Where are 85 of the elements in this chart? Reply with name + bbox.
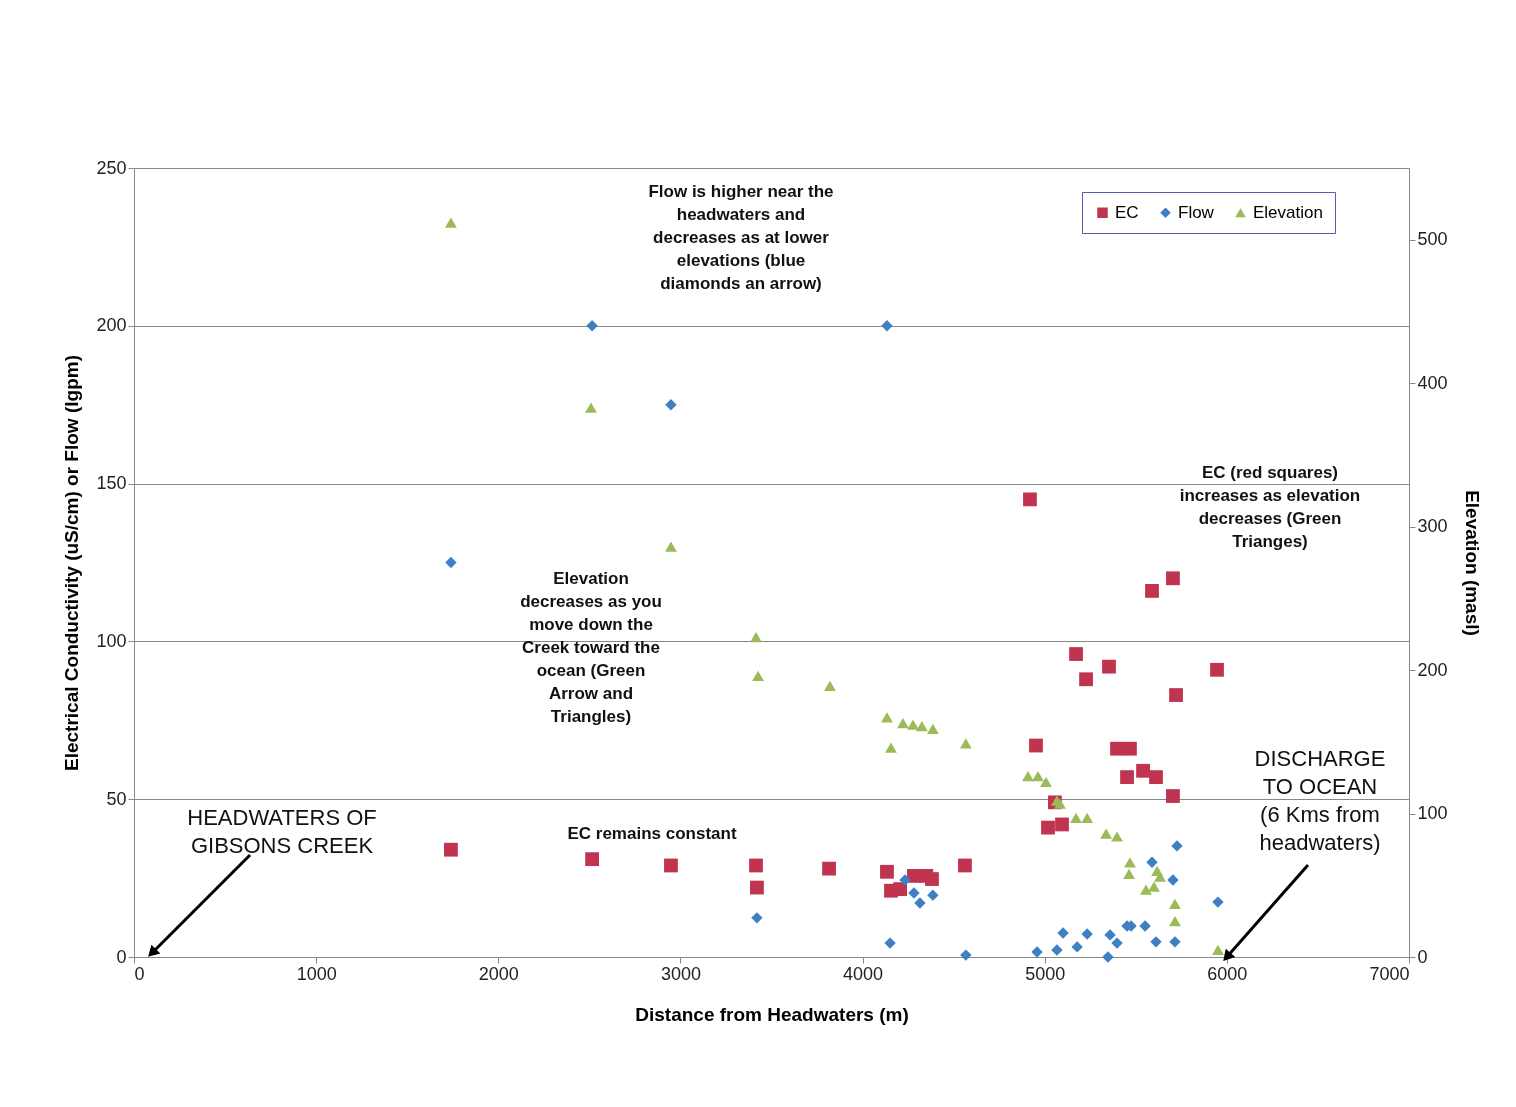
- point: [1102, 659, 1116, 674]
- point: [586, 320, 598, 332]
- x-tick-label: 7000: [1369, 963, 1410, 984]
- point: [751, 912, 763, 924]
- point: [1051, 944, 1063, 956]
- point: [1210, 662, 1224, 677]
- point: [1169, 936, 1181, 948]
- point: [1136, 763, 1150, 778]
- point: [1169, 688, 1183, 702]
- point: [1023, 492, 1037, 507]
- point: [1150, 936, 1162, 948]
- point: [1123, 741, 1137, 756]
- y2-tick-label: 300: [1417, 516, 1448, 537]
- annotation: EC remains constant: [567, 824, 737, 843]
- point: [445, 556, 457, 569]
- x-tick-label: 5000: [1025, 963, 1066, 984]
- point: [1167, 874, 1179, 886]
- point: [884, 937, 896, 949]
- point: [899, 874, 911, 886]
- legend-label: EC: [1115, 202, 1139, 222]
- y2-tick-label: 400: [1417, 372, 1448, 393]
- legend-label: Elevation: [1253, 202, 1323, 222]
- point: [927, 889, 939, 901]
- x-tick-label: 2000: [478, 963, 519, 984]
- point: [1146, 856, 1158, 869]
- point: [750, 880, 764, 895]
- point: [958, 858, 972, 873]
- y2-tick-label: 0: [1417, 946, 1428, 967]
- point: [1071, 941, 1083, 953]
- point: [1031, 946, 1043, 958]
- point: [1139, 920, 1151, 932]
- x-axis-title: Distance from Headwaters (m): [635, 1003, 909, 1025]
- point: [664, 858, 678, 873]
- x-tick-label: 3000: [660, 963, 701, 984]
- y2-axis-title: Elevation (masl): [1461, 490, 1483, 636]
- point: [1120, 770, 1134, 784]
- point: [444, 842, 458, 857]
- y-tick-label: 50: [106, 788, 127, 809]
- point: [1104, 929, 1116, 941]
- x-tick-label: 1000: [296, 963, 337, 984]
- point: [893, 882, 907, 897]
- point: [1212, 896, 1224, 908]
- point: [1171, 840, 1183, 852]
- x-tick-label: 4000: [843, 963, 884, 984]
- annotation: DISCHARGE TO OCEAN (6 Kms from headwaters): [1254, 746, 1386, 855]
- y-tick-label: 100: [96, 630, 127, 651]
- point: [665, 399, 677, 411]
- point: [1041, 820, 1055, 835]
- point: [914, 897, 926, 909]
- point: [1149, 770, 1163, 784]
- point: [749, 858, 763, 873]
- point: [908, 887, 920, 899]
- y2-tick-label: 500: [1417, 229, 1448, 250]
- point: [1055, 817, 1069, 832]
- point: [1102, 951, 1114, 963]
- point: [881, 320, 893, 332]
- y-tick-label: 250: [96, 157, 127, 178]
- y-tick-label: 150: [96, 473, 127, 494]
- point: [1145, 584, 1159, 598]
- x-tick-label: 0: [134, 963, 145, 984]
- point: [1166, 789, 1180, 803]
- legend-label: Flow: [1178, 202, 1215, 222]
- annotation: HEADWATERS OF GIBSONS CREEK: [187, 805, 377, 858]
- point: [1057, 927, 1069, 939]
- annotation: Flow is higher near the headwaters and decreases as at lower elevations (blue diamonds an arrow): [648, 182, 834, 293]
- y-tick-label: 0: [116, 946, 127, 967]
- y-tick-label: 200: [96, 315, 127, 336]
- point: [1110, 741, 1124, 756]
- point: [925, 872, 939, 886]
- y2-tick-label: 200: [1417, 659, 1448, 680]
- point: [1069, 647, 1083, 661]
- point: [960, 949, 972, 961]
- point: [1029, 738, 1043, 753]
- y2-tick-label: 100: [1417, 803, 1448, 824]
- x-tick-label: 6000: [1207, 963, 1248, 984]
- point: [1081, 928, 1093, 940]
- point: [880, 864, 894, 879]
- y-axis-title: Electrical Conductivity (uS/cm) or Flow (Igpm): [61, 355, 83, 771]
- point: [822, 861, 836, 876]
- point: [1079, 672, 1093, 687]
- point: [1166, 571, 1180, 586]
- point: [1111, 937, 1123, 949]
- annotation: EC (red squares) increases as elevation decreases (Green Trianges): [1179, 463, 1361, 551]
- annotation: Elevation decreases as you move down the Creek toward the ocean (Green Arrow and Triangles): [520, 569, 662, 726]
- point: [585, 852, 599, 867]
